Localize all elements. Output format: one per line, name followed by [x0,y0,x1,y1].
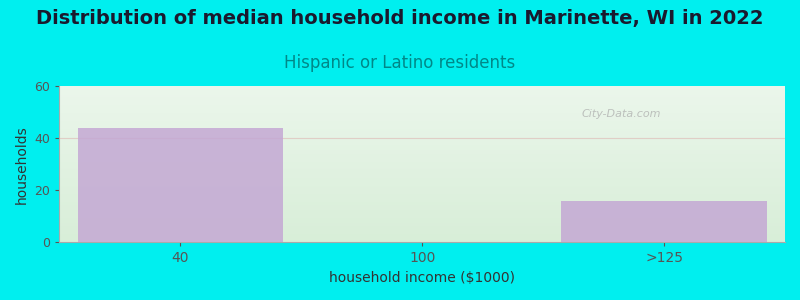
Bar [78,128,283,242]
Text: Hispanic or Latino residents: Hispanic or Latino residents [284,54,516,72]
Text: City-Data.com: City-Data.com [582,109,662,119]
Text: Distribution of median household income in Marinette, WI in 2022: Distribution of median household income … [36,9,764,28]
X-axis label: household income ($1000): household income ($1000) [330,271,515,285]
Bar [562,201,767,242]
Y-axis label: households: households [15,125,29,204]
